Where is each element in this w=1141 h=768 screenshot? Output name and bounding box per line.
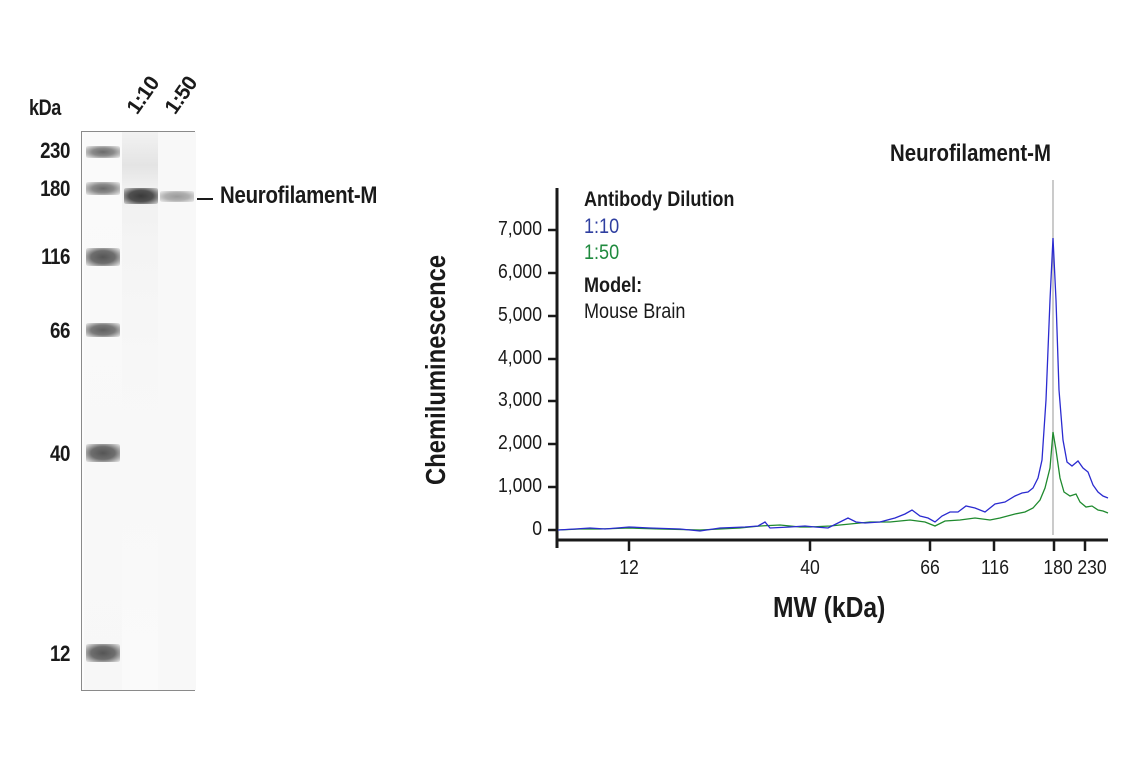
- y-ticks: [548, 228, 557, 532]
- y-tick-label: 5,000: [497, 304, 542, 326]
- ladder-band-230: [86, 146, 120, 158]
- legend-model-value: Mouse Brain: [584, 300, 686, 323]
- y-tick-label: 0: [532, 518, 542, 540]
- series-1-50-line: [557, 431, 1109, 531]
- marker-label-12: 12: [50, 641, 70, 666]
- band-pointer-line: [197, 198, 213, 200]
- y-tick-label: 2,000: [497, 432, 542, 454]
- x-tick-label: 40: [800, 557, 820, 579]
- y-tick-label: 3,000: [497, 389, 542, 411]
- x-tick-label: 116: [980, 557, 1010, 579]
- ladder-lane: [84, 132, 122, 690]
- x-tick-label: 12: [619, 557, 639, 579]
- marker-label-116: 116: [41, 244, 70, 269]
- x-tick-label: 66: [920, 557, 940, 579]
- ladder-band-40: [86, 444, 120, 462]
- y-tick-label: 7,000: [497, 218, 542, 240]
- legend-title: Antibody Dilution: [584, 188, 735, 211]
- x-axis-label: MW (kDa): [773, 592, 886, 624]
- sample-lane-1-10: [122, 132, 160, 690]
- x-tick-label: 230: [1077, 557, 1107, 579]
- sample-lane-1-50: [158, 132, 196, 690]
- marker-label-40: 40: [50, 441, 70, 466]
- legend-entry-1-10: 1:10: [584, 215, 620, 238]
- ladder-band-12: [86, 644, 120, 662]
- gel-unit-label: kDa: [29, 95, 61, 120]
- series-1-10-line: [557, 237, 1109, 532]
- sample-band-neurofilament-1-10: [124, 188, 158, 204]
- legend-entry-1-50: 1:50: [584, 241, 620, 264]
- band-label: Neurofilament-M: [220, 182, 378, 209]
- y-tick-label: 4,000: [497, 347, 542, 369]
- marker-label-230: 230: [40, 138, 70, 163]
- sample-band-neurofilament-1-50: [160, 191, 194, 202]
- y-tick-label: 6,000: [497, 261, 542, 283]
- x-ticks: [627, 540, 1087, 551]
- marker-label-66: 66: [50, 318, 70, 343]
- marker-label-180: 180: [40, 176, 70, 201]
- ladder-band-180: [86, 182, 120, 195]
- gel-image: [81, 131, 196, 691]
- chart-title: Neurofilament-M: [890, 140, 1051, 167]
- legend-model-title: Model:: [584, 274, 643, 297]
- y-tick-label: 1,000: [497, 475, 542, 497]
- ladder-band-116: [86, 248, 120, 266]
- x-tick-label: 180: [1043, 557, 1073, 579]
- ladder-band-66: [86, 323, 120, 337]
